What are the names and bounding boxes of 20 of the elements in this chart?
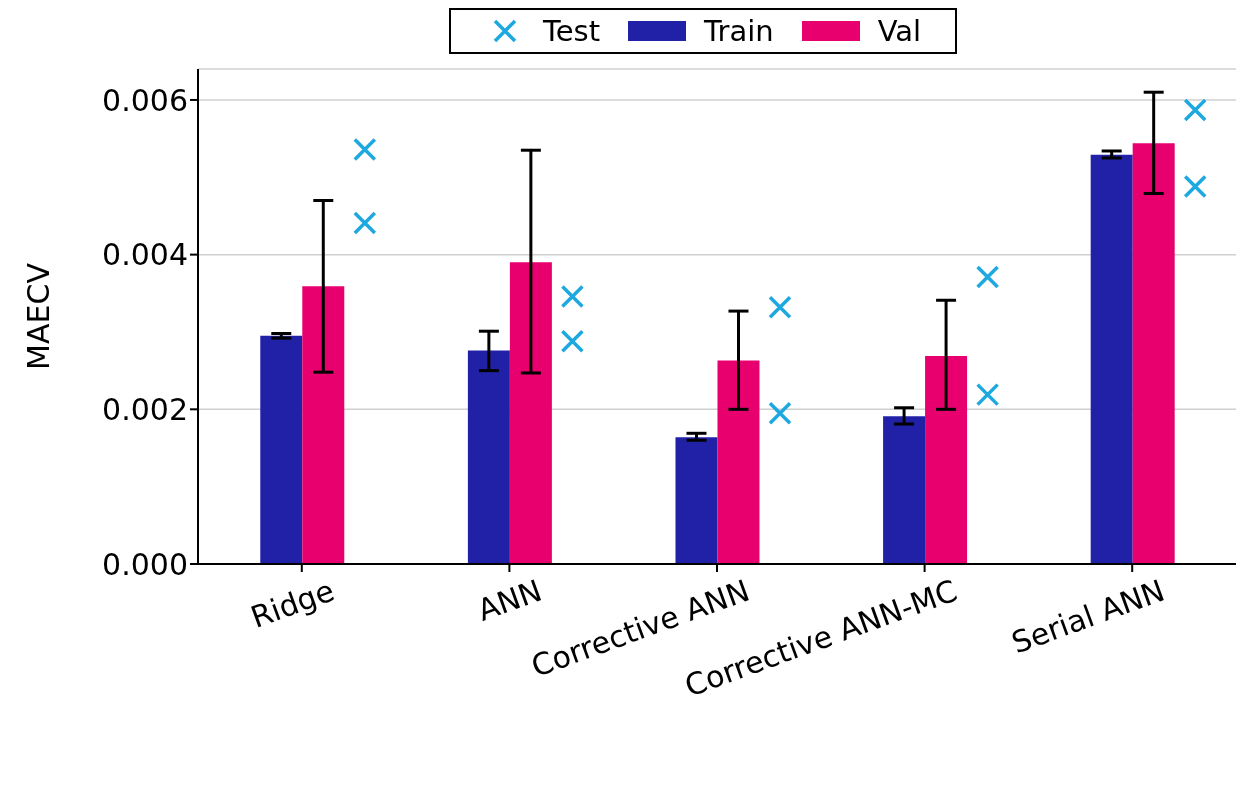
bar <box>302 286 345 564</box>
bar <box>509 262 552 564</box>
legend-label: Test <box>542 14 601 48</box>
x-tick-label: Serial ANN <box>1006 572 1170 661</box>
y-tick-label: 0.002 <box>102 391 188 427</box>
bar <box>717 360 760 564</box>
x-tick-label: Ridge <box>246 572 339 635</box>
bar <box>925 355 968 564</box>
legend-label: Val <box>877 14 922 48</box>
bar <box>883 416 926 564</box>
y-tick-label: 0.000 <box>102 546 188 582</box>
y-axis-title: MAECV <box>20 262 56 370</box>
bar <box>467 350 510 564</box>
bar <box>675 437 718 564</box>
bar <box>1132 143 1175 564</box>
bar <box>1090 154 1133 564</box>
y-tick-label: 0.004 <box>102 237 188 273</box>
bar <box>260 335 303 564</box>
legend-label: Train <box>704 14 774 48</box>
y-tick-label: 0.006 <box>102 82 188 118</box>
